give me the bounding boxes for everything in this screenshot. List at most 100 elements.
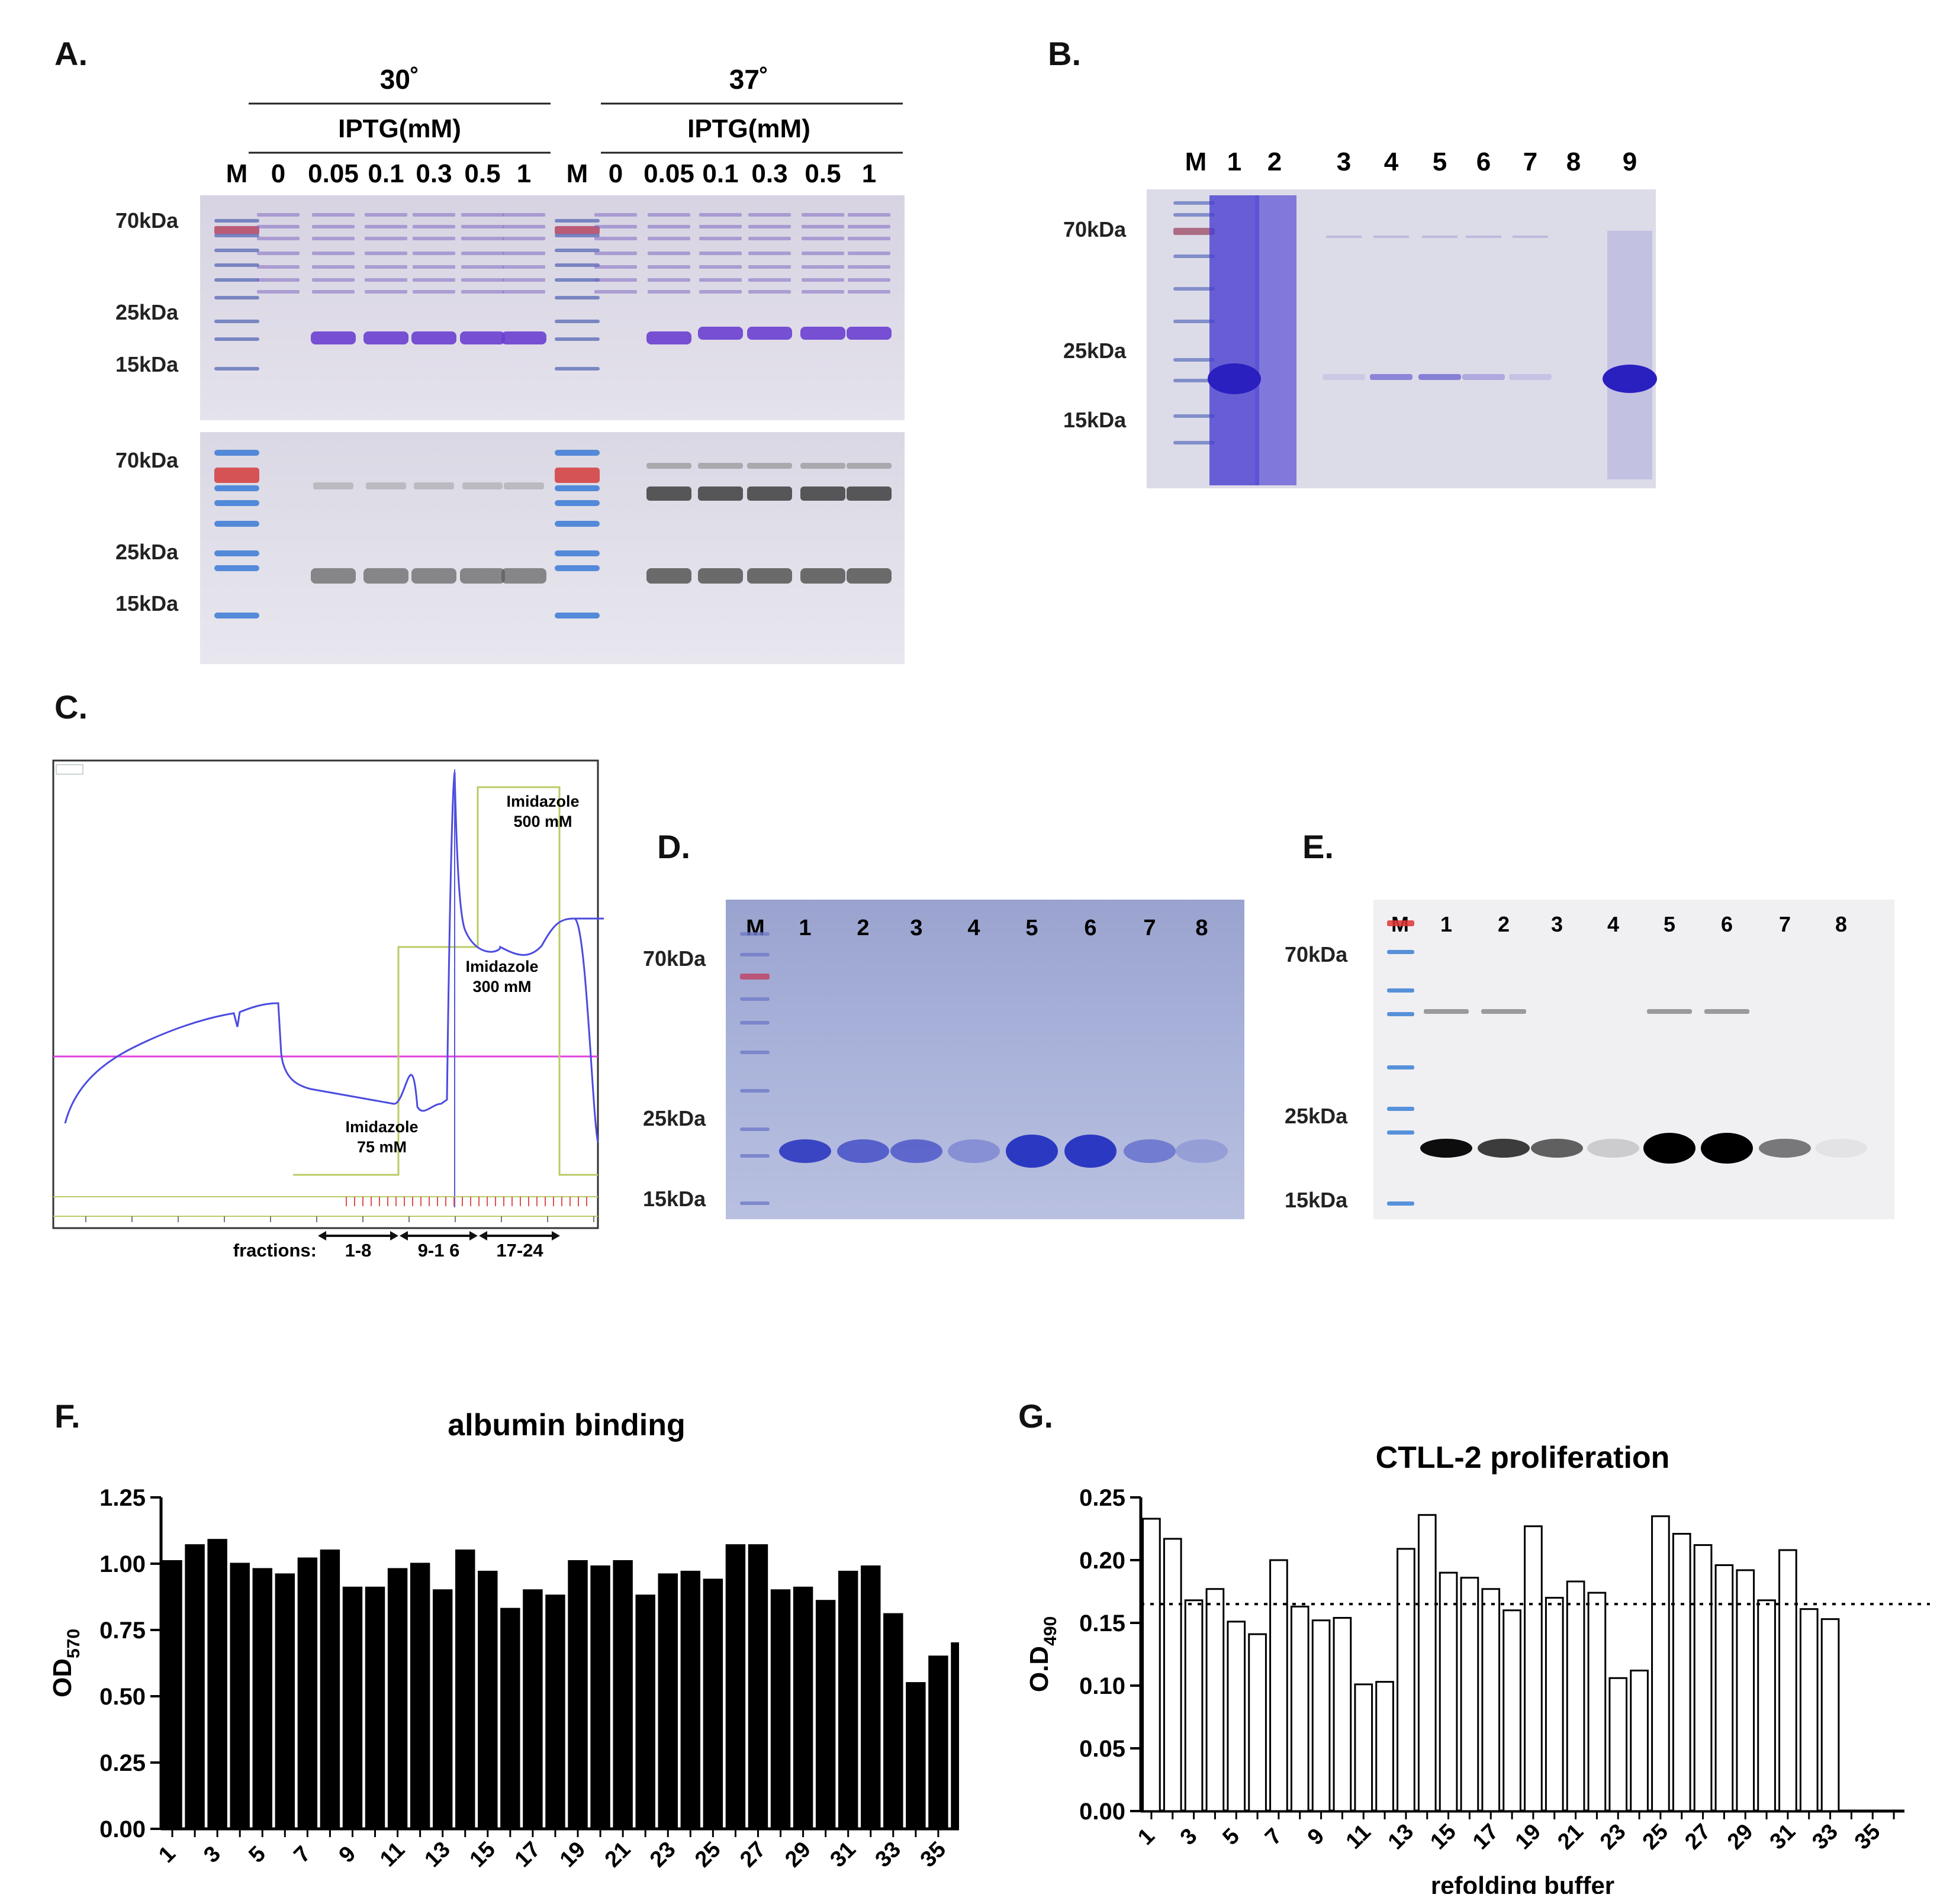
e-target-band <box>1478 1139 1530 1158</box>
b-eluate-high-band <box>1422 236 1457 238</box>
a-bot-dimer-band <box>800 487 845 501</box>
a-bot-marker-band <box>214 521 259 527</box>
a-top-lane-band <box>802 237 844 240</box>
d-target-band <box>1064 1135 1117 1168</box>
bar <box>1566 1580 1585 1812</box>
x-axis-label: refolding buffer <box>1431 1871 1614 1894</box>
x-tick-label: 15 <box>465 1837 501 1873</box>
b-mw-70: 70kDa <box>1063 217 1127 241</box>
bar <box>951 1642 959 1830</box>
a-top-lane-band <box>648 252 690 255</box>
d-lane-label: 6 <box>1084 916 1096 940</box>
b-eluate-band <box>1418 374 1461 380</box>
bar <box>545 1594 565 1830</box>
e-marker-band <box>1387 950 1414 954</box>
a-lane-label: M <box>226 159 248 188</box>
bar <box>725 1544 746 1830</box>
iptg-label-30: IPTG(mM) <box>338 114 461 143</box>
x-tick-label: 21 <box>1553 1819 1588 1855</box>
bar <box>861 1565 881 1830</box>
a-bot-target-band <box>847 568 892 584</box>
y-tick-label: 0.75 <box>99 1618 146 1644</box>
a-bot-target-band <box>311 568 356 584</box>
a-top-lane-band <box>461 213 504 217</box>
imidazole-75-label: Imidazole <box>345 1118 418 1136</box>
panel-d-lane-labels: M 1 2 3 4 5 6 7 8 <box>746 916 1208 940</box>
a-bot-high-band <box>698 463 743 469</box>
d-marker-band <box>740 1154 770 1158</box>
x-tick-label: 11 <box>1341 1819 1376 1854</box>
bar <box>410 1562 430 1830</box>
a-top-lane-band <box>312 278 355 282</box>
d-target-band <box>890 1139 942 1163</box>
b-lane-label: 7 <box>1523 147 1537 176</box>
y-tick-label: 0.15 <box>1079 1610 1125 1636</box>
b-lane2-smear <box>1255 195 1296 485</box>
panel-d-gel-figure: M 1 2 3 4 5 6 7 8 70kDa 25kDa 15kDa <box>643 900 1244 1219</box>
bar <box>342 1586 363 1830</box>
x-tick-label: 23 <box>1595 1819 1631 1855</box>
a-top-lane-band <box>848 290 890 294</box>
bar <box>1205 1588 1225 1812</box>
a-top-lane-band <box>848 213 890 217</box>
a-top-lane-band <box>413 265 455 269</box>
a-top-lane-band <box>312 252 355 255</box>
e-lane-label: 3 <box>1551 912 1563 936</box>
bar <box>523 1589 543 1830</box>
x-tick-label: 33 <box>1807 1819 1843 1855</box>
b-eluate-band <box>1323 374 1365 380</box>
b-marker-band <box>1173 358 1215 362</box>
imidazole-500-label: Imidazole <box>506 792 579 810</box>
bar <box>1714 1564 1734 1812</box>
a-top-lane-band <box>594 213 637 217</box>
a-bot-dimer-band <box>414 482 454 489</box>
panel-a-western-blot <box>200 432 905 664</box>
iptg-label-37: IPTG(mM) <box>687 114 810 143</box>
y-axis-label-main: OD <box>48 1658 77 1697</box>
a-bot-dimer-band <box>462 482 503 489</box>
x-tick-label: 35 <box>1850 1819 1886 1855</box>
d-marker-band <box>740 953 770 956</box>
fraction-range-1: 1-8 <box>345 1240 372 1261</box>
a-top-lane-band <box>257 290 300 294</box>
bar <box>320 1549 340 1830</box>
a-top-lane-band <box>848 237 890 240</box>
a-top-target-band <box>747 327 792 340</box>
a-top-lane-band <box>413 237 455 240</box>
x-tick-label: 17 <box>510 1837 546 1873</box>
a-top-lane-band <box>802 278 844 282</box>
bar <box>478 1570 498 1830</box>
a-top-marker-band <box>214 296 259 299</box>
bar <box>838 1570 858 1830</box>
a-bot-marker-band <box>214 468 259 483</box>
a-bot-marker-band <box>214 500 259 506</box>
a-lane-label: 0.05 <box>308 159 359 188</box>
bar <box>1397 1548 1415 1812</box>
y-tick-label: 0.25 <box>99 1750 146 1776</box>
e-marker-band <box>1387 1130 1414 1135</box>
bar <box>432 1589 453 1830</box>
a-top-lane-band <box>413 225 455 228</box>
bar <box>883 1613 903 1830</box>
y-tick-label: 0.10 <box>1079 1673 1125 1699</box>
y-tick-label: 0.20 <box>1079 1548 1125 1574</box>
panel-c-chromatogram: Imidazole 500 mM Imidazole 300 mM Imidaz… <box>52 759 604 1261</box>
a-bot-marker-band <box>555 500 600 506</box>
a-top-lane-band <box>648 290 690 294</box>
a-bot-dimer-band <box>847 487 892 501</box>
bar <box>680 1570 701 1830</box>
d-target-band <box>1124 1139 1176 1163</box>
x-tick-label: 13 <box>1383 1819 1419 1855</box>
bar <box>1545 1597 1564 1812</box>
y-tick-label: 0.00 <box>1079 1799 1125 1825</box>
bar <box>815 1600 836 1830</box>
bar <box>1333 1617 1352 1812</box>
a-top-lane-band <box>594 278 637 282</box>
b-marker-band <box>1173 213 1215 217</box>
a-top-marker-band <box>555 367 600 371</box>
a-lane-label: 1 <box>862 159 876 188</box>
bar <box>770 1589 791 1830</box>
b-marker-band <box>1173 201 1215 205</box>
bar <box>1248 1633 1267 1812</box>
a-bot-target-band <box>411 568 456 584</box>
